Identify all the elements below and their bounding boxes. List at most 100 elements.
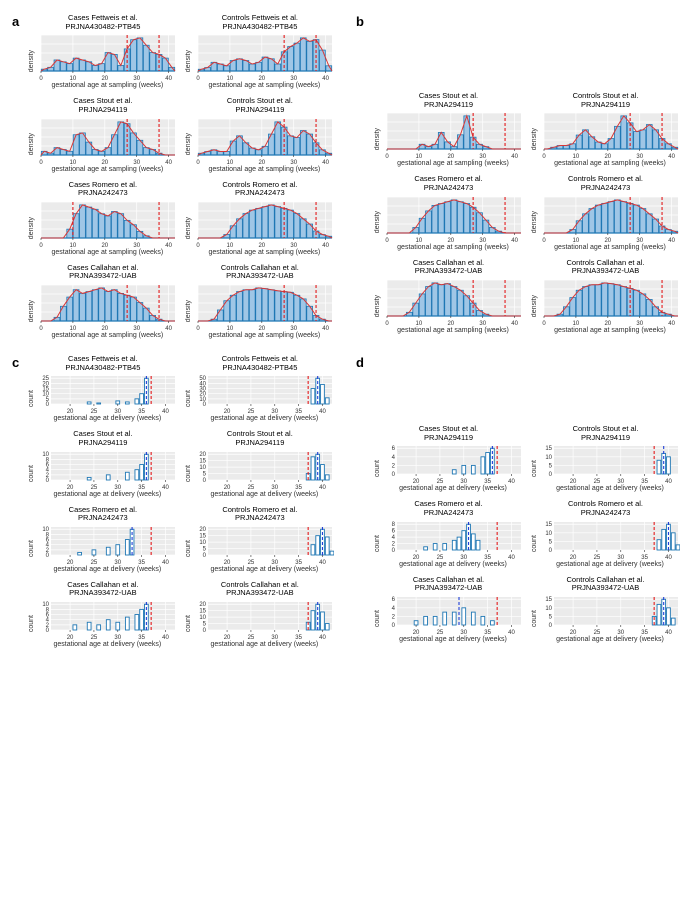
label-b: b (356, 12, 370, 92)
svg-text:5: 5 (549, 464, 553, 470)
svg-text:25: 25 (91, 485, 98, 490)
svg-text:25: 25 (248, 485, 255, 490)
chart-panel: Controls Romero et al. PRJNA242473densit… (531, 175, 680, 250)
svg-text:5: 5 (203, 471, 207, 477)
svg-text:20: 20 (200, 452, 207, 458)
x-axis-label: gestational age at sampling (weeks) (554, 327, 666, 334)
svg-text:40: 40 (508, 555, 515, 560)
x-axis-label: gestational age at delivery (weeks) (399, 485, 507, 492)
x-axis-label: gestational age at sampling (weeks) (52, 332, 164, 339)
svg-text:0: 0 (385, 238, 389, 243)
svg-text:20: 20 (224, 409, 231, 414)
svg-text:25: 25 (91, 409, 98, 414)
svg-text:0: 0 (46, 478, 50, 484)
svg-text:10: 10 (43, 602, 50, 608)
y-axis-label: density (28, 300, 35, 322)
svg-text:30: 30 (479, 154, 486, 159)
y-axis-label: density (28, 133, 35, 155)
y-axis-label: count (28, 465, 35, 482)
plot: 010203040 (37, 200, 177, 248)
y-axis-label: count (185, 540, 192, 557)
svg-text:8: 8 (392, 522, 396, 528)
x-axis-label: gestational age at delivery (weeks) (556, 636, 664, 643)
svg-text:20: 20 (102, 76, 109, 81)
svg-text:30: 30 (291, 326, 298, 331)
svg-text:30: 30 (115, 635, 122, 640)
x-axis-label: gestational age at sampling (weeks) (554, 160, 666, 167)
svg-text:5: 5 (549, 539, 553, 545)
svg-text:35: 35 (139, 635, 146, 640)
svg-text:40: 40 (511, 154, 518, 159)
svg-text:8: 8 (46, 457, 50, 463)
label-d: d (356, 353, 370, 425)
svg-text:40: 40 (511, 321, 518, 326)
svg-text:0: 0 (549, 472, 553, 478)
svg-text:30: 30 (134, 243, 141, 248)
svg-text:20: 20 (102, 326, 109, 331)
svg-text:25: 25 (437, 630, 444, 635)
svg-text:35: 35 (296, 485, 303, 490)
svg-text:10: 10 (545, 530, 552, 536)
chart-panel: Cases Stout et al. PRJNA294119count02462… (374, 425, 523, 492)
plot: 010203040 (194, 117, 334, 165)
svg-text:30: 30 (134, 76, 141, 81)
svg-text:0: 0 (542, 238, 546, 243)
svg-text:10: 10 (70, 326, 77, 331)
chart-panel: Cases Callahan et al. PRJNA393472-UAB den… (28, 264, 177, 339)
x-axis-label: gestational age at sampling (weeks) (209, 82, 321, 89)
plot: 02468102025303540 (37, 525, 177, 565)
svg-text:30: 30 (636, 154, 643, 159)
x-axis-label: gestational age at sampling (weeks) (52, 166, 164, 173)
svg-text:30: 30 (636, 238, 643, 243)
x-axis-label: gestational age at delivery (weeks) (53, 566, 161, 573)
svg-text:35: 35 (296, 635, 303, 640)
svg-text:5: 5 (203, 622, 207, 628)
panel-title: Cases Stout et al. PRJNA294119 (73, 430, 132, 447)
y-axis-label: density (374, 295, 381, 317)
y-axis-label: count (28, 390, 35, 407)
svg-text:0: 0 (46, 553, 50, 559)
svg-text:40: 40 (319, 409, 326, 414)
svg-text:10: 10 (227, 326, 234, 331)
svg-text:4: 4 (46, 618, 50, 624)
x-axis-label: gestational age at sampling (weeks) (52, 249, 164, 256)
chart-panel: Controls Stout et al. PRJNA294119count05… (185, 430, 334, 497)
svg-text:40: 40 (665, 630, 672, 635)
y-axis-label: count (531, 535, 538, 552)
svg-text:30: 30 (460, 630, 467, 635)
x-axis-label: gestational age at delivery (weeks) (210, 641, 318, 648)
plot: 051015202025303540 (194, 450, 334, 490)
panel-title: Controls Callahan et al. PRJNA393472-UAB (221, 264, 299, 281)
svg-text:30: 30 (636, 321, 643, 326)
panel-title: Cases Callahan et al. PRJNA393472-UAB (67, 264, 138, 281)
svg-text:30: 30 (617, 630, 624, 635)
panel-title: Controls Fettweis et al. PRJNA430482-PTB… (222, 355, 298, 372)
svg-text:25: 25 (437, 555, 444, 560)
svg-text:20: 20 (604, 238, 611, 243)
svg-text:6: 6 (392, 446, 396, 452)
svg-text:35: 35 (139, 560, 146, 565)
svg-text:20: 20 (67, 560, 74, 565)
svg-text:40: 40 (319, 485, 326, 490)
chart-panel: Controls Callahan et al. PRJNA393472-UAB… (185, 581, 334, 648)
plot: 010203040 (194, 283, 334, 331)
svg-text:20: 20 (67, 635, 74, 640)
chart-panel: Cases Romero et al. PRJNA242473count0246… (374, 500, 523, 567)
svg-text:20: 20 (604, 321, 611, 326)
svg-text:10: 10 (200, 615, 207, 621)
svg-text:40: 40 (319, 635, 326, 640)
svg-text:15: 15 (43, 387, 50, 393)
svg-text:25: 25 (594, 479, 601, 484)
svg-text:40: 40 (323, 243, 330, 248)
svg-text:0: 0 (392, 548, 396, 554)
panel-title: Controls Romero et al. PRJNA242473 (568, 175, 643, 192)
chart-panel: Controls Romero et al. PRJNA242473densit… (185, 181, 334, 256)
x-axis-label: gestational age at sampling (weeks) (397, 244, 509, 251)
panel-title: Controls Callahan et al. PRJNA393472-UAB (221, 581, 299, 598)
y-axis-label: count (374, 610, 381, 627)
panel-title: Controls Romero et al. PRJNA242473 (568, 500, 643, 517)
panel-title: Cases Stout et al. PRJNA294119 (73, 97, 132, 114)
x-axis-label: gestational age at delivery (weeks) (210, 491, 318, 498)
svg-text:0: 0 (40, 243, 44, 248)
panel-title: Controls Callahan et al. PRJNA393472-UAB (567, 576, 645, 593)
